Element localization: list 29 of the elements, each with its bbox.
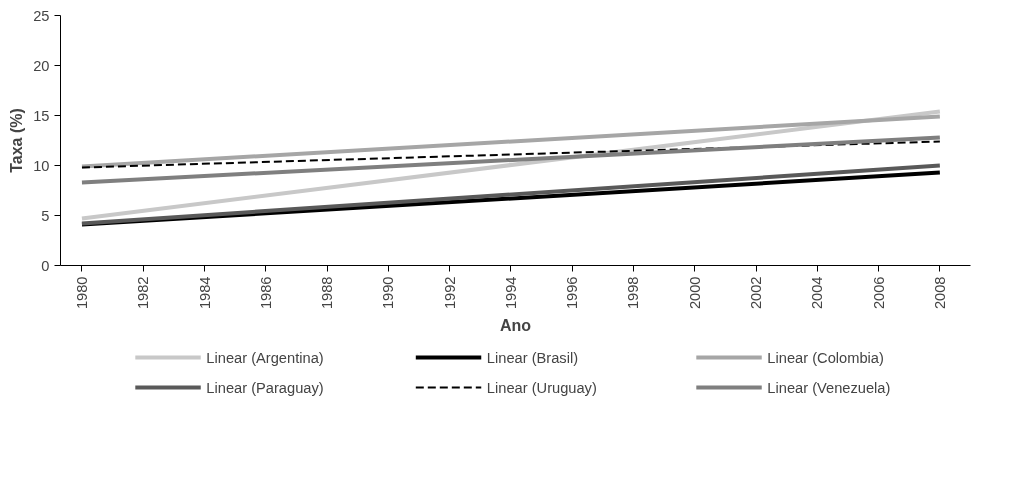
legend-label: Linear (Uruguay) [486,379,597,396]
y-tick-label: 25 [33,7,50,24]
y-tick-label: 5 [41,207,50,224]
x-tick-label: 1986 [257,276,274,310]
x-tick-label: 1998 [625,276,642,310]
x-tick-label: 2006 [870,276,887,310]
x-tick-label: 2004 [809,276,826,310]
x-tick-label: 1988 [319,276,336,310]
x-tick-label: 1994 [502,276,519,310]
y-tick-label: 0 [41,257,50,274]
x-tick-label: 1992 [441,276,458,310]
legend-label: Linear (Venezuela) [767,379,891,396]
x-tick-label: 1982 [135,276,152,310]
legend-label: Linear (Brasil) [486,349,579,366]
x-tick-label: 2000 [686,276,703,310]
y-axis-title: Taxa (%) [8,108,26,173]
y-tick-label: 15 [33,107,50,124]
x-tick-label: 2002 [748,276,765,310]
y-tick-label: 10 [33,157,50,174]
legend-label: Linear (Paraguay) [206,379,324,396]
x-tick-label: 1996 [564,276,581,310]
legend-label: Linear (Argentina) [206,349,324,366]
x-tick-label: 1980 [73,276,90,310]
x-tick-label: 1984 [196,276,213,310]
x-tick-label: 2008 [931,276,948,310]
y-tick-label: 20 [33,57,50,74]
legend-label: Linear (Colombia) [767,349,884,366]
x-axis-title: Ano [499,317,532,335]
x-tick-label: 1990 [380,276,397,310]
